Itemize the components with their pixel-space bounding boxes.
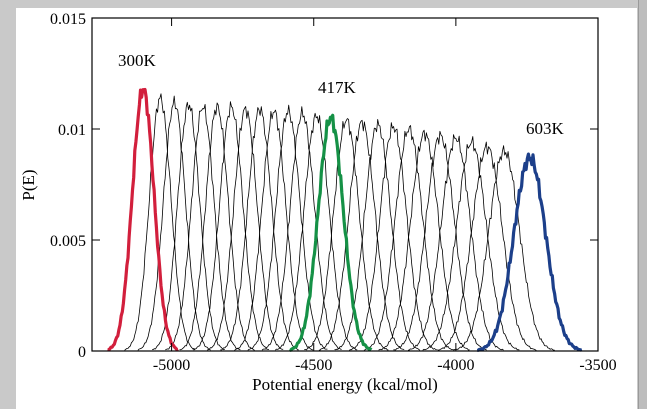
y-tick-label: 0 (78, 344, 86, 361)
series-curve-603k (476, 152, 583, 352)
series-curve (192, 101, 270, 351)
series-label-300k: 300K (118, 51, 157, 70)
series-curve (318, 119, 405, 351)
chart-panel (16, 8, 637, 409)
series-curve-300k (107, 87, 179, 352)
series-curve (275, 112, 358, 351)
plot-area-border (91, 17, 599, 352)
scrollbar[interactable] (638, 0, 647, 409)
series-curve-417k (288, 113, 373, 352)
series-curve (363, 125, 454, 351)
series-curve (124, 93, 196, 351)
series-label-417k: 417K (318, 78, 357, 97)
y-axis-title: P(E) (19, 169, 38, 200)
y-tick-label: 0.005 (50, 233, 86, 250)
series-label-603k: 603K (526, 119, 565, 138)
series-curve (349, 122, 437, 351)
series-curve (334, 119, 421, 351)
series-curve (453, 145, 555, 351)
series-curve (261, 106, 342, 351)
series-curve (137, 95, 211, 351)
series-curve (220, 106, 299, 351)
series-curve (206, 106, 284, 351)
y-tick-label: 0.015 (50, 11, 86, 28)
series-curve (152, 101, 225, 351)
y-tick-label: 0.01 (58, 122, 86, 139)
series-curve (247, 104, 328, 351)
series-curve (378, 129, 470, 351)
series-curve (179, 102, 255, 351)
x-tick-label: -5000 (153, 357, 190, 374)
series-curve (304, 118, 389, 351)
series-curve (234, 109, 314, 351)
x-axis-title: Potential energy (kcal/mol) (252, 375, 438, 394)
distribution-curves (107, 87, 583, 352)
axis-ticks: -5000 -4500 -4000 -3500 0 0.005 0.01 0.015 (50, 11, 617, 374)
series-curve (407, 134, 504, 351)
series-curve (422, 136, 520, 351)
series-curve (165, 104, 241, 351)
x-tick-label: -4000 (437, 357, 474, 374)
series-curve (437, 141, 537, 351)
x-tick-label: -4500 (295, 357, 332, 374)
series-curve (393, 130, 487, 351)
x-tick-label: -3500 (579, 357, 616, 374)
